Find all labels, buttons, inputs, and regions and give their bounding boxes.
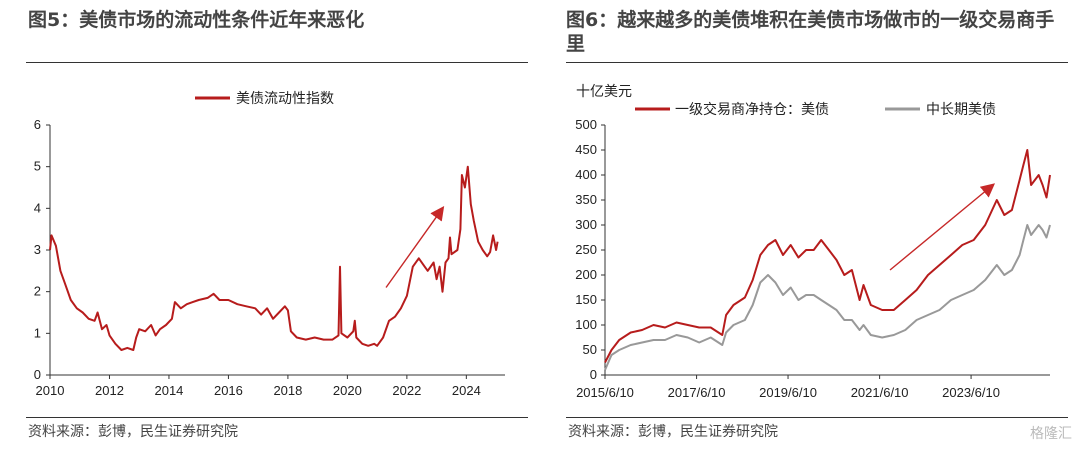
y-tick-label: 0 xyxy=(34,367,41,382)
x-tick-label: 2016 xyxy=(214,383,243,398)
x-tick-label: 2020 xyxy=(333,383,362,398)
trend-arrow xyxy=(385,206,445,288)
y-tick-label: 100 xyxy=(575,317,597,332)
bottom-rule xyxy=(566,417,1068,418)
y-tick-label: 400 xyxy=(575,167,597,182)
y-tick-label: 350 xyxy=(575,192,597,207)
chart-panel-dealer-holdings: 图6：越来越多的美债堆积在美债市场做市的一级交易商手里 十亿美元 0 50 100 15… xyxy=(540,0,1080,449)
series-line-liquidity-index xyxy=(49,165,499,351)
y-tick-label: 3 xyxy=(34,242,41,257)
y-tick-label: 2 xyxy=(34,284,41,299)
chart-panel-liquidity: 图5：美债市场的流动性条件近年来恶化 0 1 2 3 4 5 6 2010 2012 2014 20… xyxy=(26,9,528,440)
top-rule xyxy=(566,62,1068,63)
y-tick-label: 1 xyxy=(34,325,41,340)
y-unit-label: 十亿美元 xyxy=(576,84,632,100)
x-tick-label: 2014 xyxy=(154,383,183,398)
legend-label: 中长期美债 xyxy=(926,102,996,118)
watermark-logo: 格隆汇 xyxy=(1030,426,1072,442)
x-tick-label: 2010 xyxy=(36,383,65,398)
x-tick-label: 2019/6/10 xyxy=(759,385,817,400)
legend-label: 一级交易商净持仓：美债 xyxy=(675,101,829,118)
liquidity-chart: 0 1 2 3 4 5 6 2010 2012 2014 2016 2018 2020 2022 2024 美… xyxy=(34,91,505,398)
source-note: 资料来源：彭博，民生证券研究院 xyxy=(568,424,778,440)
x-tick-label: 2015/6/10 xyxy=(576,385,634,400)
y-tick-label: 250 xyxy=(575,242,597,257)
y-tick-label: 0 xyxy=(590,367,597,382)
y-tick-label: 5 xyxy=(34,159,41,174)
y-tick-label: 300 xyxy=(575,217,597,232)
source-note: 资料来源：彭博，民生证券研究院 xyxy=(28,424,238,440)
y-tick-label: 4 xyxy=(34,200,41,215)
x-tick-label: 2023/6/10 xyxy=(942,385,1000,400)
bottom-rule xyxy=(26,417,528,418)
x-tick-label: 2012 xyxy=(95,383,124,398)
y-tick-label: 450 xyxy=(575,142,597,157)
y-tick-label: 50 xyxy=(583,342,597,357)
dealer-holdings-chart: 十亿美元 0 50 100 150 200 250 300 350 400 450 500 2015/6… xyxy=(575,84,1051,400)
x-tick-label: 2017/6/10 xyxy=(668,385,726,400)
x-tick-label: 2018 xyxy=(273,383,302,398)
top-rule xyxy=(26,62,528,63)
figure-title: 图6：越来越多的美债堆积在美债市场做市的一级交易商手里 xyxy=(566,9,1055,55)
y-tick-label: 150 xyxy=(575,292,597,307)
x-tick-label: 2024 xyxy=(452,383,481,398)
figure-title: 图5：美债市场的流动性条件近年来恶化 xyxy=(28,9,365,31)
trend-arrow xyxy=(889,183,996,271)
y-tick-label: 200 xyxy=(575,267,597,282)
x-tick-label: 2022 xyxy=(392,383,421,398)
series-line-dealer-net-position xyxy=(604,149,1051,363)
series-line-medium-long-term xyxy=(604,224,1051,371)
y-tick-label: 6 xyxy=(34,117,41,132)
x-tick-label: 2021/6/10 xyxy=(851,385,909,400)
y-tick-label: 500 xyxy=(575,117,597,132)
legend-label: 美债流动性指数 xyxy=(236,91,334,107)
